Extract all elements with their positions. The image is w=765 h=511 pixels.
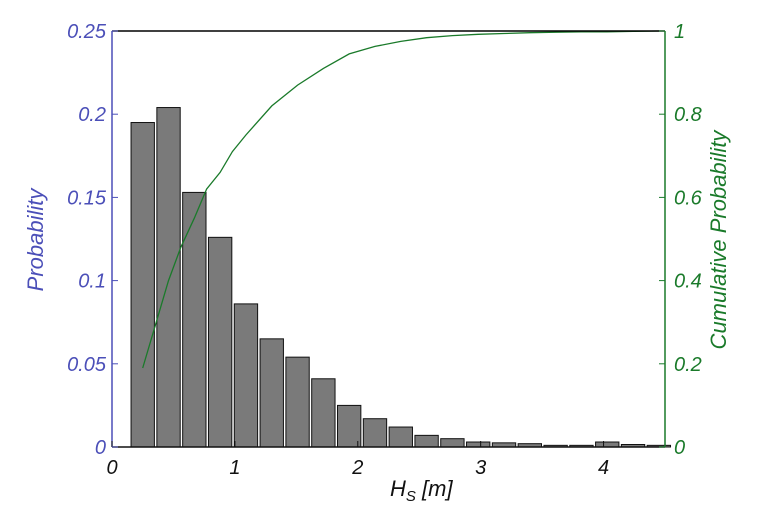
- y-left-tick-label: 0.15: [67, 187, 107, 209]
- cumulative-probability-line: [142, 30, 659, 369]
- x-tick-label: 3: [475, 457, 486, 479]
- axes-layer: [111, 30, 666, 448]
- y-axis-left-label: Probability: [23, 187, 48, 292]
- bar: [130, 122, 155, 448]
- y-right-tick-label: 0.2: [674, 354, 702, 376]
- y-axis-right-label: Cumulative Probability: [706, 129, 731, 350]
- bar: [362, 418, 388, 448]
- bar: [285, 356, 310, 448]
- ticks-layer: 0 1 2 3 4 0 0.05 0.1 0.15 0.2 0.25 0 0.2 0.4 0.6 0.8 1: [67, 21, 703, 479]
- x-tick-label: 2: [351, 457, 363, 479]
- y-left-tick-label: 0.2: [78, 104, 106, 126]
- y-right-tick-label: 0.6: [674, 187, 703, 209]
- bar: [156, 107, 181, 448]
- y-right-tick-label: 1: [674, 21, 685, 43]
- y-left-tick-label: 0.25: [67, 21, 107, 43]
- bar: [207, 236, 233, 448]
- bar: [233, 303, 259, 448]
- x-axis-label: HS [m]: [390, 476, 453, 505]
- y-left-tick-label: 0.1: [78, 271, 106, 293]
- y-left-tick-label: 0: [95, 437, 106, 459]
- bars-layer: [130, 107, 672, 448]
- cumulative-line-layer: [142, 30, 659, 369]
- bar: [414, 434, 439, 448]
- y-right-tick-label: 0.8: [674, 104, 702, 126]
- bar: [182, 191, 207, 448]
- x-tick-label: 1: [229, 457, 240, 479]
- bar: [337, 404, 362, 448]
- bar: [259, 338, 284, 448]
- bar: [311, 378, 336, 448]
- y-right-tick-label: 0.4: [674, 271, 702, 293]
- bar: [440, 438, 465, 448]
- x-tick-label: 4: [598, 457, 609, 479]
- y-right-tick-label: 0: [674, 437, 685, 459]
- x-tick-label: 0: [106, 457, 117, 479]
- y-left-tick-label: 0.05: [67, 354, 107, 376]
- bar: [388, 426, 413, 448]
